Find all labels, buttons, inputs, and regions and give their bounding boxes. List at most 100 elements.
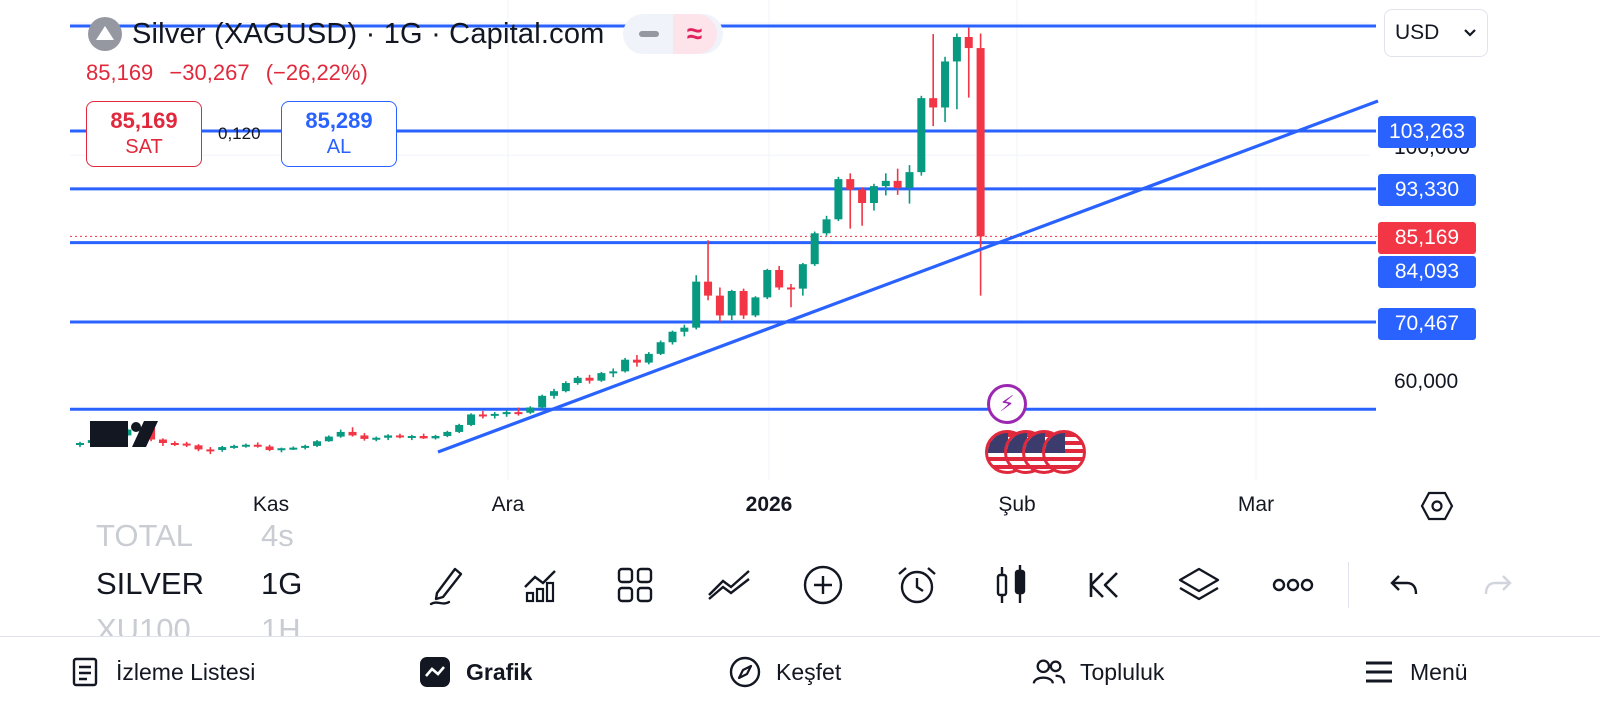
watchlist-row-selected[interactable]: SILVER 1G: [96, 566, 302, 602]
candle-body: [277, 448, 286, 451]
currency-select[interactable]: USD: [1384, 9, 1488, 57]
candle-body: [905, 172, 914, 188]
candle-body: [289, 447, 298, 450]
candle-body: [514, 412, 523, 415]
header-pill-group: ≈: [622, 14, 723, 54]
trend-tools-icon: [708, 570, 750, 600]
watchlist-picker[interactable]: TOTAL 4s SILVER 1G XU100 1H: [96, 520, 356, 640]
candle-body: [846, 179, 855, 190]
add-button[interactable]: [776, 555, 870, 615]
candle-body: [644, 353, 653, 363]
price-axis-label: 60,000: [1394, 370, 1459, 393]
nav-community[interactable]: Topluluk: [1032, 655, 1164, 689]
tradingview-logo-icon: [131, 422, 141, 432]
chart-type-button[interactable]: [964, 555, 1058, 615]
candlestick-chart[interactable]: [70, 0, 1500, 535]
nav-watchlist[interactable]: İzleme Listesi: [68, 655, 255, 689]
sell-price: 85,169: [110, 108, 178, 133]
candle-body: [395, 435, 404, 438]
price-change: −30,267: [169, 60, 250, 85]
candle-body: [502, 412, 511, 415]
draw-button[interactable]: [400, 555, 494, 615]
price-change-line: 85,169 −30,267 (−26,22%): [86, 60, 378, 86]
candle-body: [739, 290, 748, 316]
layouts-button[interactable]: [588, 555, 682, 615]
candle-body: [478, 414, 487, 417]
price-tag-level[interactable]: 84,093: [1378, 256, 1476, 288]
sell-button[interactable]: 85,169 SAT: [86, 101, 202, 167]
replay-button[interactable]: [1058, 555, 1152, 615]
candle-body: [230, 445, 239, 448]
layers-icon: [1178, 567, 1220, 601]
buy-button[interactable]: 85,289 AL: [281, 101, 397, 167]
price-tag-level[interactable]: 70,467: [1378, 308, 1476, 340]
candle-body: [158, 439, 167, 443]
price-tag-last[interactable]: 85,169: [1378, 222, 1476, 254]
buy-label: AL: [326, 136, 352, 158]
redo-button[interactable]: [1451, 555, 1545, 615]
draw-icon: [429, 567, 463, 606]
candle-body: [313, 441, 321, 446]
price-tag-level[interactable]: 103,263: [1378, 116, 1476, 148]
candle-body: [704, 281, 713, 296]
watchlist-interval: 1G: [261, 566, 303, 601]
candle-body: [775, 269, 784, 288]
watchlist-row[interactable]: TOTAL 4s: [96, 520, 294, 554]
candle-body: [360, 435, 369, 439]
candle-body: [348, 431, 357, 436]
chart-icon: [418, 655, 452, 689]
nav-chart[interactable]: Grafik: [418, 655, 532, 689]
trend-tools-button[interactable]: [682, 555, 776, 615]
candle-body: [431, 436, 440, 439]
layers-button[interactable]: [1152, 555, 1246, 615]
wave-icon[interactable]: ≈: [672, 14, 717, 54]
watchlist-row[interactable]: XU100 1H: [96, 612, 301, 640]
us-flag-event-icon[interactable]: [1042, 430, 1086, 474]
nav-menu[interactable]: Menü: [1362, 655, 1468, 689]
add-icon: [803, 565, 843, 605]
indicators-button[interactable]: [494, 555, 588, 615]
candle-body: [822, 219, 831, 234]
time-axis-label: Kas: [252, 493, 290, 516]
nav-explore[interactable]: Keşfet: [728, 655, 841, 689]
candle-body: [858, 189, 867, 204]
candle-body: [692, 281, 701, 328]
candle-body: [668, 331, 677, 343]
candle-body: [265, 446, 274, 450]
chart-area[interactable]: [70, 0, 1500, 535]
watchlist-interval: 4s: [261, 520, 294, 553]
more-button[interactable]: [1246, 555, 1340, 615]
symbol-title[interactable]: Silver (XAGUSD) · 1G · Capital.com: [132, 17, 605, 50]
time-axis-label: Mar: [1237, 493, 1275, 516]
candle-body: [929, 98, 938, 108]
nav-label: Menü: [1410, 658, 1468, 685]
spread-value: 0,120: [218, 124, 261, 143]
price-tag-level[interactable]: 93,330: [1378, 174, 1476, 206]
watchlist-interval: 1H: [261, 612, 301, 640]
candle-body: [869, 186, 878, 204]
candle-body: [419, 436, 428, 439]
nav-label: Topluluk: [1080, 658, 1165, 685]
candle-body: [881, 180, 890, 187]
watchlist-symbol: TOTAL: [96, 520, 194, 553]
candle-body: [218, 447, 227, 450]
hexagon-settings-icon[interactable]: [1420, 490, 1454, 522]
candle-body: [834, 179, 843, 220]
candle-body: [893, 180, 902, 188]
collapse-icon[interactable]: [638, 31, 659, 37]
chevron-down-icon: [1464, 29, 1476, 37]
candle-body: [253, 444, 262, 447]
candle-body: [538, 395, 547, 408]
candle-body: [194, 445, 203, 450]
symbol-header: Silver (XAGUSD) · 1G · Capital.com ≈: [88, 14, 723, 54]
lightning-event-icon[interactable]: ⚡: [987, 384, 1027, 424]
alert-button[interactable]: [870, 555, 964, 615]
candle-body: [561, 383, 570, 392]
candle-body: [810, 233, 819, 265]
candle-body: [384, 435, 393, 438]
currency-value: USD: [1395, 21, 1440, 44]
candle-body: [941, 61, 950, 108]
time-axis-label: 2026: [745, 493, 793, 516]
undo-button[interactable]: [1357, 555, 1451, 615]
toolbar-divider: [1348, 562, 1349, 608]
